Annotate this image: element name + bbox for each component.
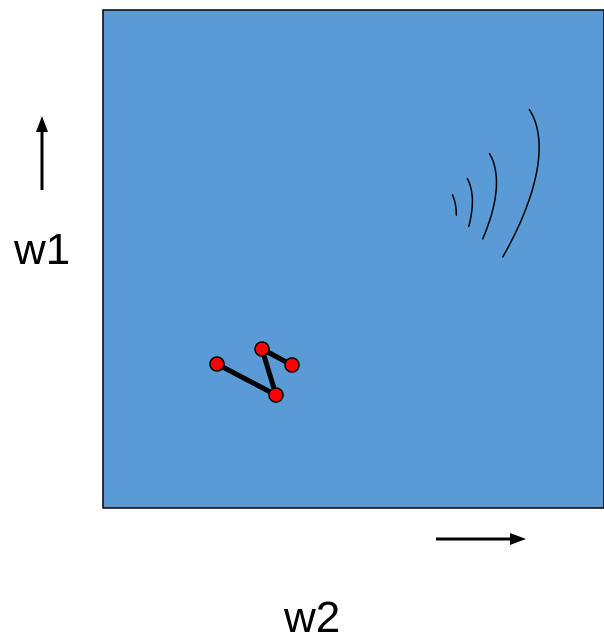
path-point-1 — [209, 356, 225, 372]
right-arrow-icon — [436, 533, 526, 545]
path-point-3 — [254, 341, 270, 357]
path-point-2 — [268, 387, 284, 403]
plot-area — [102, 9, 604, 509]
optimization-path — [209, 341, 300, 403]
axis-label-w2: w2 — [284, 593, 341, 642]
path-line — [215, 346, 294, 398]
path-point-4 — [284, 357, 300, 373]
up-arrow-icon — [36, 116, 48, 190]
axis-label-w1: w1 — [14, 225, 71, 274]
